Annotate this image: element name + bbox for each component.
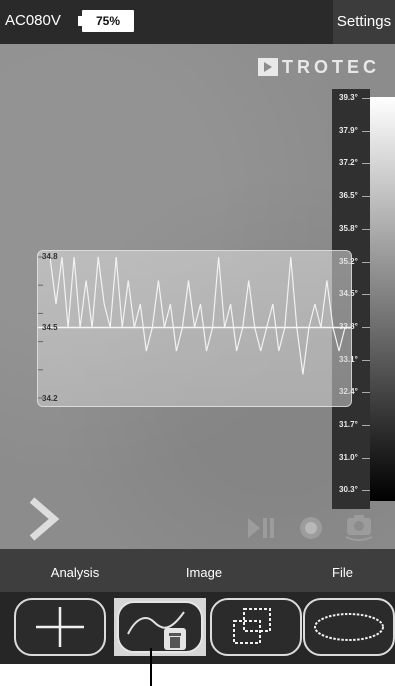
temperature-scale-tick bbox=[362, 261, 370, 263]
temperature-scale-label: 37.2° bbox=[339, 158, 358, 168]
battery-indicator: 75% bbox=[82, 10, 134, 32]
curve-tool-button[interactable] bbox=[114, 598, 206, 656]
battery-nub bbox=[78, 16, 83, 26]
ellipse-tool-button[interactable] bbox=[303, 598, 395, 656]
temperature-scale-label: 31.7° bbox=[339, 420, 358, 429]
temperature-scale-tick bbox=[362, 457, 370, 459]
temperature-scale-tick bbox=[362, 98, 370, 99]
temperature-scale-label: 36.5° bbox=[339, 191, 358, 201]
capture-button[interactable] bbox=[342, 513, 376, 543]
crosshair-icon bbox=[36, 607, 84, 647]
temperature-scale-tick bbox=[362, 130, 370, 132]
temperature-scale-tick bbox=[362, 392, 370, 394]
temperature-graph bbox=[38, 256, 351, 399]
temperature-scale-tick bbox=[362, 228, 370, 230]
temperature-scale-label: 35.8° bbox=[339, 223, 358, 233]
mode-tab-bar: Analysis Image File bbox=[0, 549, 395, 592]
expand-panel-button[interactable] bbox=[26, 497, 60, 541]
thermal-image-view[interactable] bbox=[0, 44, 395, 549]
ellipse-icon bbox=[314, 613, 384, 641]
play-pause-icon bbox=[248, 518, 274, 538]
temperature-series-line bbox=[49, 256, 346, 375]
camera-icon bbox=[345, 515, 373, 541]
temperature-scale-tick bbox=[362, 425, 370, 426]
graph-y-max-label: 34.8 bbox=[42, 252, 58, 261]
curve-trash-icon bbox=[117, 601, 203, 653]
temperature-scale-label: 37.9° bbox=[339, 125, 358, 135]
record-button[interactable] bbox=[298, 515, 324, 541]
temperature-scale-tick bbox=[362, 359, 370, 361]
crosshair-tool-button[interactable] bbox=[14, 598, 106, 656]
status-bar: AC080V 75% Settings bbox=[0, 0, 395, 44]
temperature-scale-tick bbox=[362, 326, 370, 328]
temperature-scale-tick bbox=[362, 294, 370, 296]
temperature-scale-tick bbox=[362, 196, 370, 198]
temperature-scale-label: 39.3° bbox=[339, 93, 358, 102]
logo-arrow-icon bbox=[258, 58, 278, 76]
callout-line bbox=[150, 648, 152, 686]
temperature-graph-panel[interactable]: 34.8 34.5 34.2 bbox=[37, 250, 352, 407]
temperature-scale-label: 30.3° bbox=[339, 485, 358, 495]
device-name: AC080V bbox=[5, 12, 61, 29]
graph-y-mid-label: 34.5 bbox=[42, 323, 58, 332]
temperature-scale-tick bbox=[362, 490, 370, 492]
record-icon bbox=[300, 517, 322, 539]
settings-button[interactable]: Settings bbox=[333, 0, 395, 44]
tab-file[interactable]: File bbox=[332, 565, 353, 580]
battery-label: 75% bbox=[95, 14, 121, 28]
analysis-toolbar bbox=[0, 592, 395, 664]
temperature-scale-label: 31.0° bbox=[339, 452, 358, 462]
temperature-scale: 39.3°37.9°37.2°36.5°35.8°35.2°34.5°33.8°… bbox=[332, 89, 395, 509]
play-pause-button[interactable] bbox=[246, 516, 278, 540]
rectangle-tool-button[interactable] bbox=[210, 598, 302, 656]
temperature-scale-tick bbox=[362, 163, 370, 165]
logo-text: TROTEC bbox=[282, 57, 380, 77]
chevron-right-icon bbox=[29, 497, 60, 541]
temperature-scale-gradient bbox=[370, 97, 395, 501]
graph-y-min-label: 34.2 bbox=[42, 394, 58, 403]
tab-analysis[interactable]: Analysis bbox=[50, 565, 100, 580]
overlapping-squares-icon bbox=[233, 608, 271, 644]
tab-image[interactable]: Image bbox=[185, 565, 223, 580]
